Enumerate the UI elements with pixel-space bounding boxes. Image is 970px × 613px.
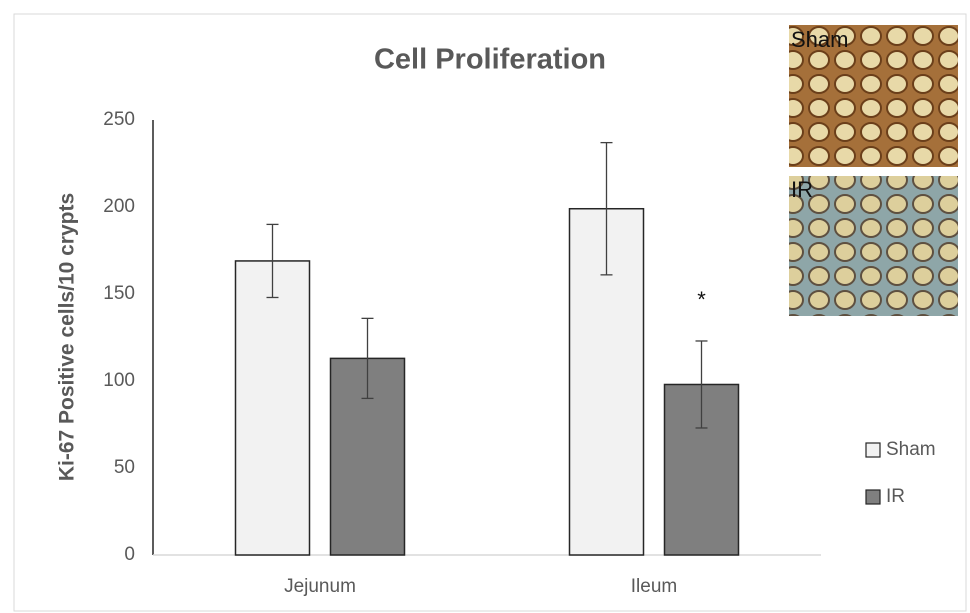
image-label: Sham bbox=[791, 27, 848, 52]
ir-image bbox=[789, 176, 958, 316]
y-tick-label: 50 bbox=[114, 457, 135, 478]
y-tick-label: 150 bbox=[103, 283, 135, 304]
y-tick-label: 100 bbox=[103, 370, 135, 391]
x-tick-label: Ileum bbox=[631, 576, 677, 597]
x-tick-label: Jejunum bbox=[284, 576, 356, 597]
y-tick-label: 200 bbox=[103, 196, 135, 217]
annotation: * bbox=[697, 287, 706, 312]
bar bbox=[236, 261, 310, 555]
y-tick-label: 250 bbox=[103, 109, 135, 130]
y-axis-label: Ki-67 Positive cells/10 crypts bbox=[56, 193, 79, 481]
chart: Cell Proliferation Ki-67 Positive cells/… bbox=[0, 0, 970, 613]
legend-label: Sham bbox=[886, 439, 936, 460]
y-tick-label: 0 bbox=[124, 544, 135, 565]
legend-swatch bbox=[866, 490, 880, 504]
chart-title: Cell Proliferation bbox=[374, 44, 606, 76]
image-label: IR bbox=[791, 177, 813, 202]
legend-label: IR bbox=[886, 486, 905, 507]
legend-swatch bbox=[866, 443, 880, 457]
